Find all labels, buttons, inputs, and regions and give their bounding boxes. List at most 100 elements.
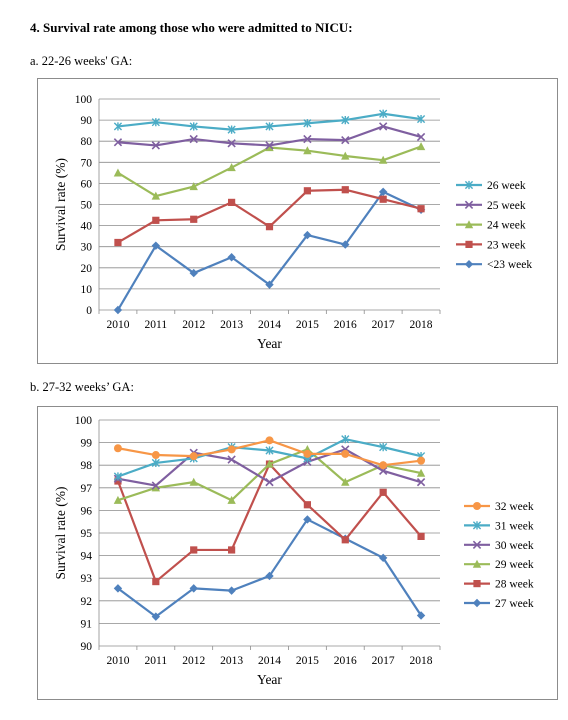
x-tick-label: 2014	[258, 655, 281, 667]
x-tick-label: 2015	[296, 655, 319, 667]
legend-marker	[472, 540, 482, 549]
data-point	[265, 477, 274, 487]
data-point	[379, 488, 387, 496]
legend-label: <23 week	[487, 259, 532, 271]
x-tick-label: 2015	[296, 319, 319, 331]
data-point	[151, 458, 160, 468]
data-point	[227, 125, 236, 134]
data-point	[416, 132, 426, 142]
data-point	[227, 586, 236, 595]
y-tick-label: 90	[81, 641, 93, 653]
data-point	[227, 445, 236, 454]
x-tick-label: 2018	[410, 655, 433, 667]
data-point	[152, 216, 160, 224]
data-point	[113, 472, 123, 481]
series-line	[117, 145, 422, 198]
data-point	[417, 456, 426, 465]
data-point	[113, 168, 123, 177]
data-point	[416, 142, 426, 151]
legend-item: 23 week	[456, 239, 526, 251]
y-tick-label: 0	[86, 305, 92, 317]
data-point	[151, 191, 161, 200]
data-point	[265, 571, 274, 581]
data-point	[189, 134, 198, 144]
x-axis-title: Year	[257, 336, 282, 351]
data-point	[341, 186, 349, 194]
data-point	[265, 459, 274, 468]
data-point	[189, 182, 198, 191]
x-tick-label: 2017	[372, 655, 395, 667]
series-line	[116, 190, 422, 311]
chart-a-container: 0 10 20 30 40 50 60 70 80 90 100 2010 2011 2012 2013 20…	[37, 78, 558, 364]
x-tick-label: 2014	[258, 319, 281, 331]
legend-label: 27 week	[495, 598, 534, 610]
legend-item: 29 week	[464, 559, 534, 571]
data-point	[303, 119, 312, 128]
legend-label: 26 week	[487, 180, 526, 192]
y-tick-label: 80	[81, 136, 93, 148]
data-point	[113, 584, 123, 593]
data-point	[189, 477, 198, 486]
y-tick-label: 30	[81, 242, 93, 254]
legend-marker	[473, 580, 481, 588]
data-point	[416, 477, 426, 487]
y-axis-title: Survival rate (%)	[53, 158, 68, 251]
data-point	[416, 468, 426, 477]
series-27-week	[113, 515, 426, 621]
data-point	[341, 536, 349, 544]
legend-marker	[472, 598, 482, 608]
series-24-week	[113, 142, 426, 200]
section-a-label: a. 22-26 weeks' GA:	[30, 54, 133, 68]
series-28-week	[114, 460, 425, 586]
legend-label: 31 week	[495, 520, 534, 532]
data-point	[151, 612, 161, 621]
legend-marker	[464, 260, 474, 269]
chart-a: 0 10 20 30 40 50 60 70 80 90 100 2010 2011 2012 2013 20…	[53, 94, 532, 351]
data-point	[341, 435, 350, 444]
data-point	[265, 446, 274, 455]
x-tick-label: 2010	[106, 319, 129, 331]
data-point	[228, 546, 236, 554]
legend-item: 32 week	[464, 501, 534, 513]
x-tick-label: 2016	[334, 655, 357, 667]
data-point	[114, 477, 122, 485]
y-tick-label: 92	[81, 596, 93, 608]
x-tick-label: 2011	[145, 655, 168, 667]
data-point	[151, 483, 161, 492]
series-30-week	[113, 445, 426, 490]
data-point	[151, 118, 160, 127]
data-point	[303, 449, 312, 458]
data-point	[303, 187, 311, 195]
data-point	[151, 451, 160, 460]
data-point	[265, 141, 274, 150]
legend-label: 25 week	[487, 200, 526, 212]
data-point	[113, 138, 123, 147]
data-point	[341, 477, 350, 486]
y-tick-label: 97	[81, 483, 93, 495]
data-point	[378, 155, 388, 164]
y-tick-label: 98	[81, 460, 93, 472]
legend-item: 30 week	[464, 540, 534, 552]
legend-label: 29 week	[495, 559, 534, 571]
data-point	[227, 495, 236, 504]
series-line	[117, 448, 422, 502]
legend-label: 30 week	[495, 540, 534, 552]
y-tick-label: 93	[81, 573, 93, 585]
y-tick-label: 100	[75, 415, 93, 427]
data-point	[379, 195, 387, 203]
data-point	[189, 452, 198, 461]
data-point	[378, 187, 388, 197]
data-point	[190, 546, 198, 554]
y-tick-label: 60	[81, 178, 93, 190]
data-point	[227, 455, 236, 464]
data-point	[379, 466, 388, 476]
data-point	[151, 241, 161, 250]
data-point	[265, 280, 274, 289]
data-point	[265, 122, 274, 131]
data-point	[189, 268, 198, 278]
data-point	[113, 305, 123, 315]
series-23-week	[114, 186, 425, 247]
x-tick-label: 2013	[220, 319, 243, 331]
legend-label: 32 week	[495, 501, 534, 513]
legend-item: 27 week	[464, 598, 534, 610]
